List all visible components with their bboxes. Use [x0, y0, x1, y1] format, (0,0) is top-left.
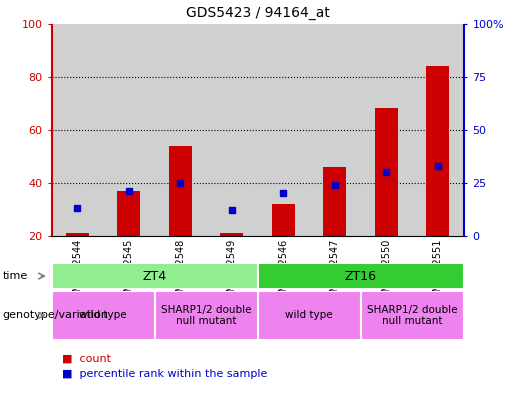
Bar	[154, 291, 258, 340]
Title: GDS5423 / 94164_at: GDS5423 / 94164_at	[185, 6, 330, 20]
Bar	[426, 66, 449, 236]
Bar	[258, 24, 309, 236]
Bar	[117, 191, 140, 236]
Bar	[374, 108, 398, 236]
Bar	[154, 24, 206, 236]
Bar	[52, 291, 154, 340]
Text: ■  count: ■ count	[62, 354, 111, 364]
Text: time: time	[3, 271, 28, 281]
Bar	[103, 24, 154, 236]
Bar	[323, 167, 346, 236]
Text: ■  percentile rank within the sample: ■ percentile rank within the sample	[62, 369, 267, 379]
Bar	[206, 24, 258, 236]
Bar	[309, 24, 360, 236]
Bar	[412, 24, 464, 236]
Bar	[220, 233, 243, 236]
Text: wild type: wild type	[285, 310, 333, 320]
Text: wild type: wild type	[79, 310, 127, 320]
Text: SHARP1/2 double
null mutant: SHARP1/2 double null mutant	[367, 305, 457, 326]
Bar	[52, 24, 103, 236]
Text: genotype/variation: genotype/variation	[3, 310, 109, 320]
Bar	[65, 233, 89, 236]
Bar	[52, 263, 258, 289]
Bar	[360, 24, 412, 236]
Bar	[360, 291, 464, 340]
Text: SHARP1/2 double
null mutant: SHARP1/2 double null mutant	[161, 305, 251, 326]
Bar	[258, 263, 464, 289]
Bar	[168, 145, 192, 236]
Bar	[271, 204, 295, 236]
Bar	[258, 291, 360, 340]
Text: ZT16: ZT16	[345, 270, 376, 283]
Text: ZT4: ZT4	[143, 270, 166, 283]
